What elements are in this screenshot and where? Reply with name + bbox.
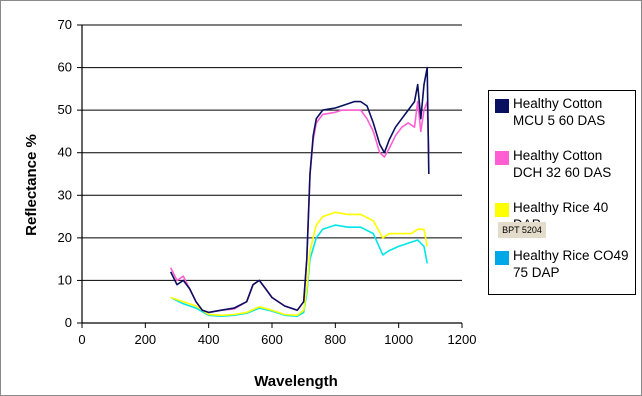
x-tick-label: 800 xyxy=(324,332,346,347)
legend-swatch xyxy=(495,151,509,165)
grid-lines xyxy=(82,24,462,281)
series-line-2 xyxy=(170,211,428,317)
legend-label: Healthy Cotton MCU 5 60 DAS xyxy=(513,96,606,128)
tick-labels: 0 10 20 30 40 50 60 70 0 200 400 600 800 1000 1200 xyxy=(58,17,477,347)
axes xyxy=(77,24,463,328)
legend: Healthy Cotton MCU 5 60 DAS Healthy Cott… xyxy=(488,90,636,295)
series-lines xyxy=(169,66,430,317)
y-tick-label: 40 xyxy=(58,145,72,160)
legend-label: Healthy Rice CO49 75 DAP xyxy=(513,248,629,280)
x-tick-label: 200 xyxy=(134,332,156,347)
x-axis-title: Wavelength xyxy=(254,373,338,390)
y-tick-label: 30 xyxy=(58,187,72,202)
series-line-0 xyxy=(169,66,430,314)
legend-label: Healthy Cotton DCH 32 60 DAS xyxy=(513,148,612,180)
x-tick-label: 1000 xyxy=(384,332,413,347)
y-axis-title: Reflectance % xyxy=(23,134,40,236)
legend-swatch xyxy=(495,99,509,113)
y-tick-label: 20 xyxy=(58,230,72,245)
x-tick-label: 1200 xyxy=(448,332,477,347)
legend-swatch xyxy=(495,251,509,265)
y-tick-label: 0 xyxy=(65,315,72,330)
x-tick-label: 400 xyxy=(198,332,220,347)
y-tick-label: 70 xyxy=(58,17,72,32)
y-tick-label: 50 xyxy=(58,102,72,117)
y-tick-label: 10 xyxy=(58,272,72,287)
series-line-3 xyxy=(170,224,428,317)
y-tick-label: 60 xyxy=(58,60,72,75)
legend-overlay-label: BPT 5204 xyxy=(498,222,546,238)
legend-swatch xyxy=(495,203,509,217)
x-tick-label: 0 xyxy=(78,332,85,347)
x-tick-label: 600 xyxy=(261,332,283,347)
